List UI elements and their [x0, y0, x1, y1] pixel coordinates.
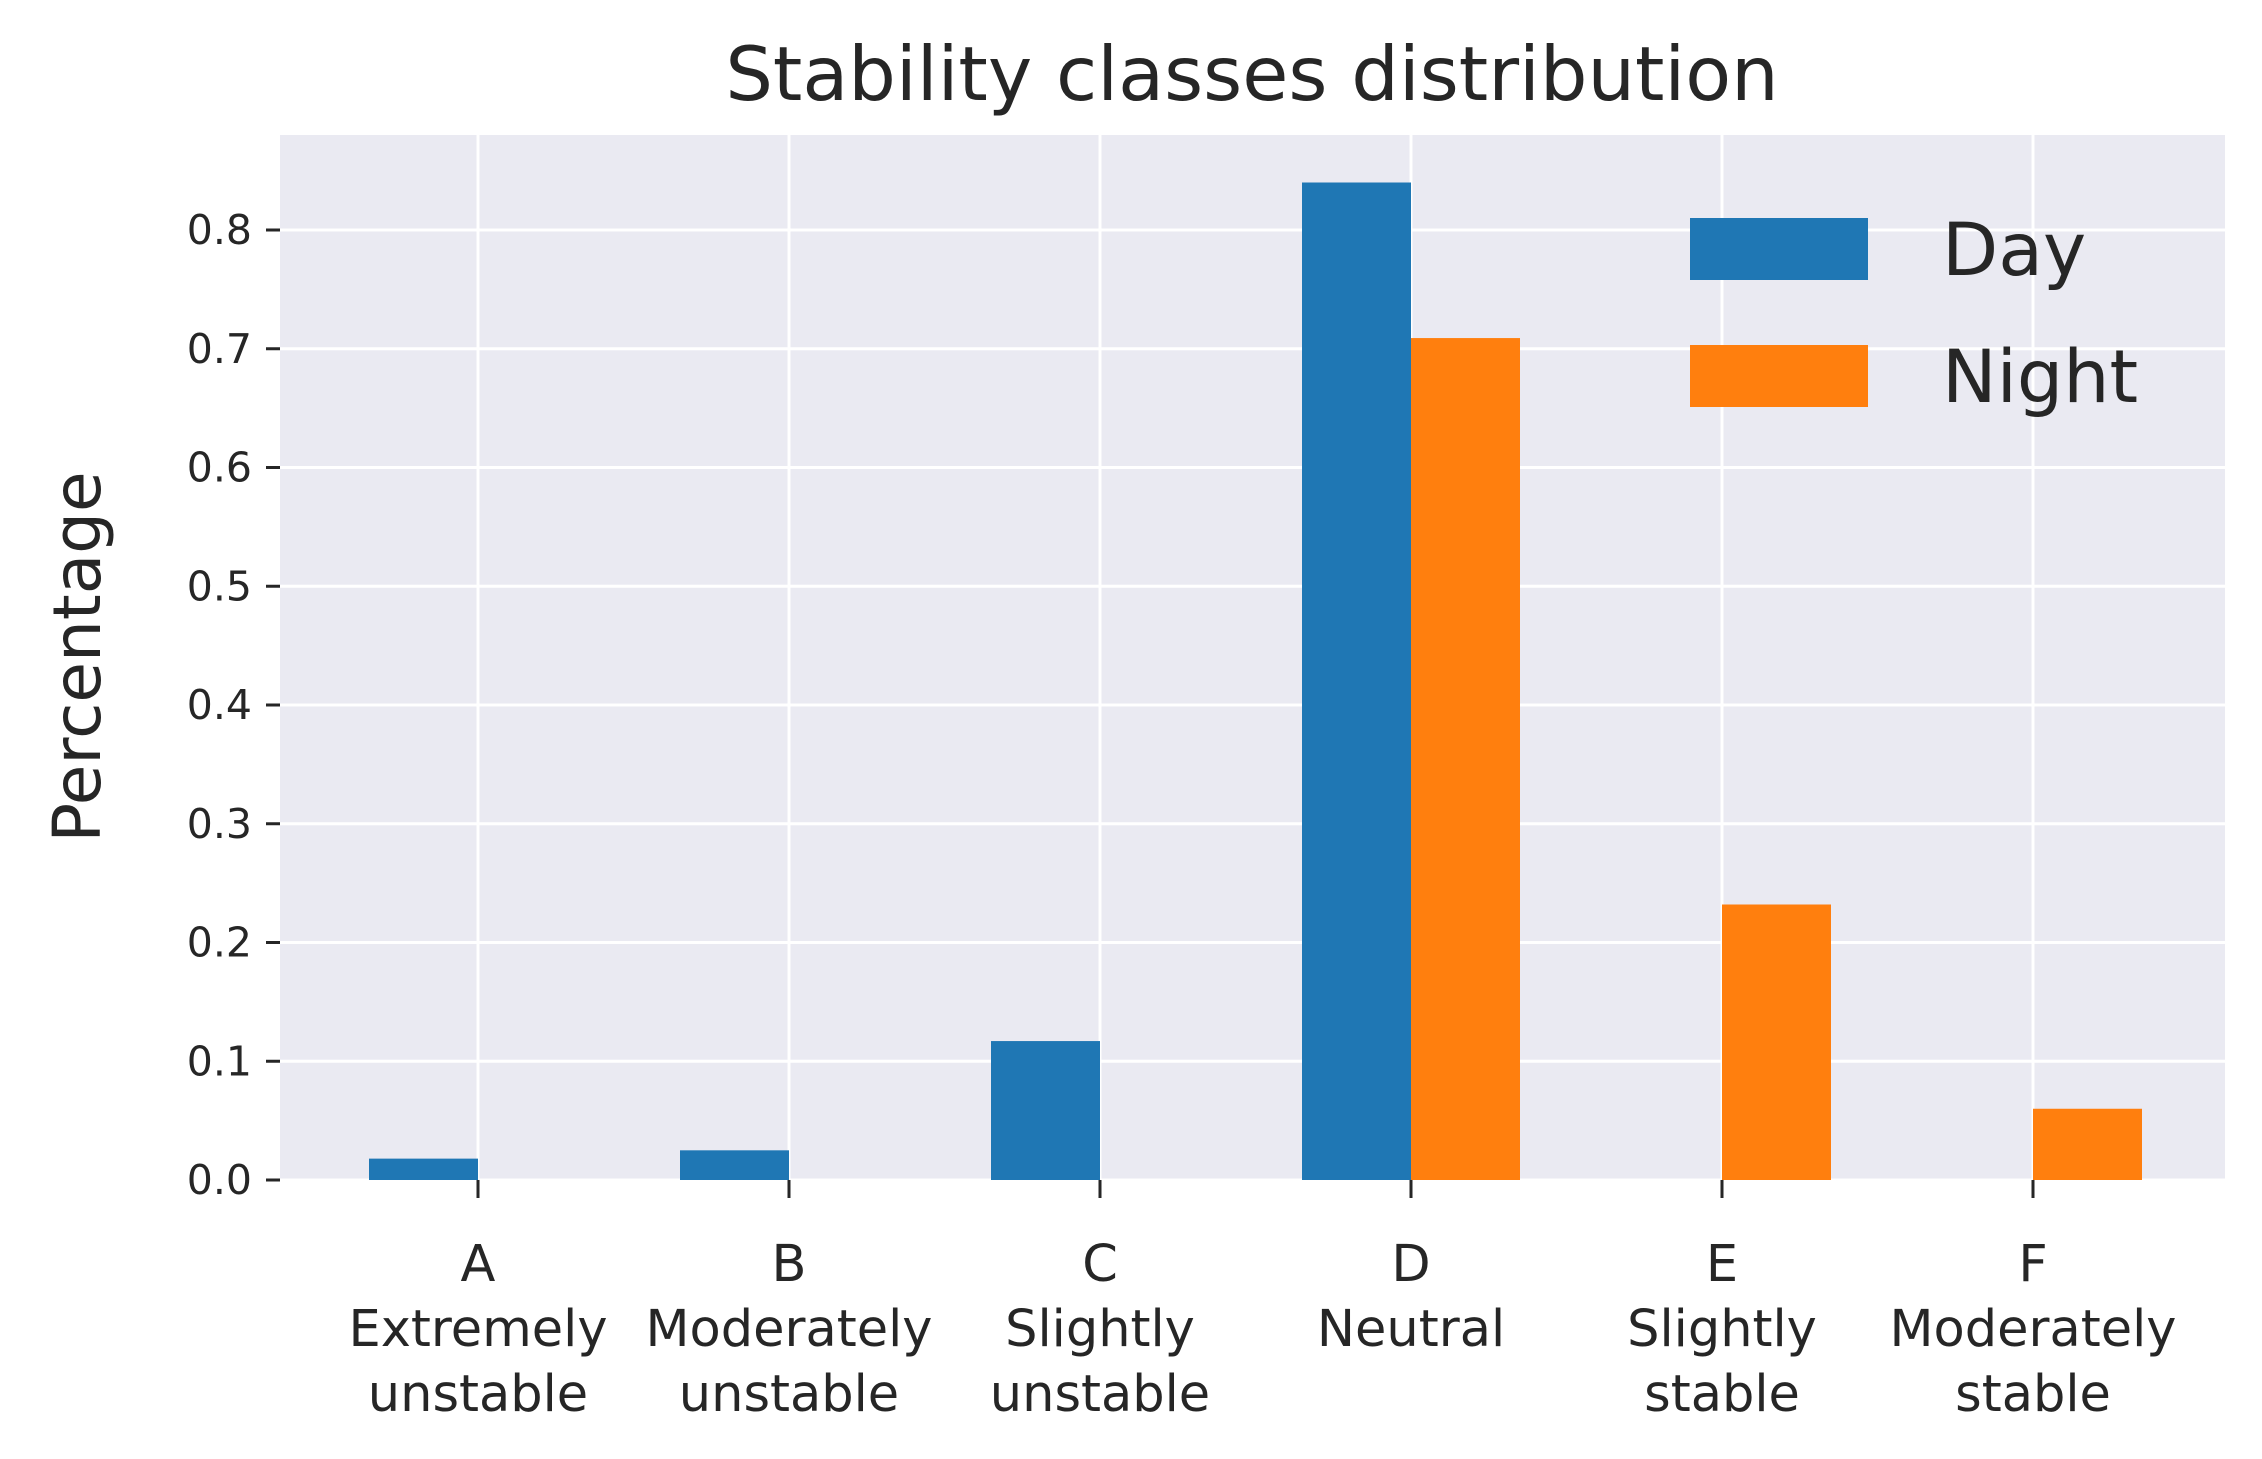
legend-swatch-night	[1690, 345, 1868, 407]
x-tick-label: Moderately	[646, 1300, 933, 1359]
x-tick-label: Extremely	[348, 1300, 607, 1359]
x-tick-label: A	[461, 1235, 496, 1294]
x-tick-label: F	[2018, 1235, 2047, 1294]
x-tick-label: unstable	[990, 1365, 1210, 1424]
legend-label-day: Day	[1942, 208, 2086, 293]
legend-swatch-day	[1690, 218, 1868, 280]
x-tick-label: Neutral	[1317, 1300, 1505, 1359]
y-axis-label: Percentage	[39, 471, 116, 842]
bars	[369, 182, 2142, 1180]
x-tick-label: unstable	[368, 1365, 588, 1424]
y-tick-label: 0.3	[187, 800, 252, 848]
x-tick-label: Slightly	[1005, 1300, 1195, 1359]
y-tick-label: 0.5	[187, 562, 252, 610]
chart-title: Stability classes distribution	[725, 30, 1778, 118]
y-tick-label: 0.8	[187, 206, 252, 254]
bar-day-a	[369, 1158, 478, 1180]
x-tick-label: C	[1082, 1235, 1118, 1294]
x-tick-label: unstable	[679, 1365, 899, 1424]
bar-day-d	[1302, 182, 1411, 1180]
bar-night-f	[2033, 1108, 2142, 1180]
x-tick-label: Slightly	[1627, 1300, 1817, 1359]
bar-night-d	[1411, 338, 1520, 1180]
bar-night-e	[1722, 904, 1831, 1180]
x-tick-labels: A Extremely unstable B Moderately unstable C Sl…	[348, 1235, 2176, 1424]
x-tick-label: stable	[1955, 1365, 2111, 1424]
y-tick-label: 0.7	[187, 325, 252, 373]
x-tick-label: E	[1706, 1235, 1738, 1294]
y-tick-label: 0.4	[187, 681, 252, 729]
y-tick-label: 0.2	[187, 919, 252, 967]
y-tick-label: 0.1	[187, 1037, 252, 1085]
bar-day-b	[680, 1150, 789, 1180]
legend-label-night: Night	[1942, 335, 2138, 420]
x-tick-label: D	[1391, 1235, 1430, 1294]
legend: Day Night	[1690, 208, 2138, 420]
plot-area	[280, 135, 2225, 1180]
y-tick-label: 0.0	[187, 1156, 252, 1204]
y-tick-label: 0.6	[187, 444, 252, 492]
x-tick-label: Moderately	[1890, 1300, 2177, 1359]
x-tick-label: stable	[1644, 1365, 1800, 1424]
x-tick-label: B	[772, 1235, 807, 1294]
bar-day-c	[991, 1041, 1100, 1180]
y-tick-labels: 0.0 0.1 0.2 0.3 0.4 0.5 0.6 0.7 0.8	[187, 206, 252, 1204]
axis-ticks	[266, 228, 2035, 1198]
